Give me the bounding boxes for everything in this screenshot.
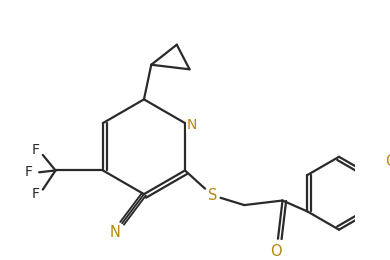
Text: S: S [207,188,217,204]
Text: O: O [385,154,390,169]
Text: N: N [110,225,121,239]
Text: F: F [32,187,39,201]
Text: F: F [32,144,39,157]
Text: F: F [24,165,32,179]
Text: N: N [187,118,197,132]
Text: O: O [270,244,282,259]
